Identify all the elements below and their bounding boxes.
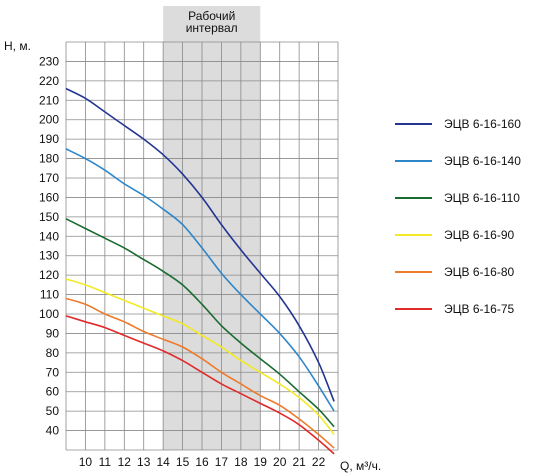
- y-tick-label: 100: [39, 307, 59, 321]
- legend-entry-label: ЭЦВ 6-16-90: [444, 228, 515, 242]
- y-tick-label: 90: [46, 326, 60, 340]
- x-tick-label: 10: [79, 455, 93, 469]
- y-tick-label: 230: [39, 54, 59, 68]
- x-tick-label: 12: [118, 455, 132, 469]
- x-tick-label: 16: [195, 455, 209, 469]
- legend-entry-label: ЭЦВ 6-16-110: [444, 191, 520, 205]
- series-line: [65, 315, 335, 455]
- legend-entry-label: ЭЦВ 6-16-75: [444, 302, 515, 316]
- y-tick-label: 50: [46, 404, 60, 418]
- legend: ЭЦВ 6-16-160 ЭЦВ 6-16-140 ЭЦВ 6-16-110 ЭЦВ …: [395, 117, 521, 316]
- working-interval-label-line: интервал: [186, 21, 238, 35]
- y-tick-label: 150: [39, 210, 59, 224]
- y-tick-label: 140: [39, 229, 59, 243]
- y-tick-label: 40: [46, 424, 60, 438]
- y-tick-label: 70: [46, 365, 60, 379]
- y-tick-label: 220: [39, 74, 59, 88]
- series-line: [65, 278, 335, 435]
- x-axis-label: Q, м³/ч.: [340, 459, 381, 473]
- legend-entry-label: ЭЦВ 6-16-140: [444, 154, 521, 168]
- series-line: [65, 87, 335, 402]
- axis-labels: Н, м. Q, м³/ч.: [4, 39, 381, 473]
- tick-labels: 40 50 60 70 80 90 100 110 120 130 140 150 160 170 180 1…: [39, 54, 326, 469]
- y-tick-label: 60: [46, 385, 60, 399]
- x-tick-label: 22: [312, 455, 326, 469]
- x-tick-label: 14: [156, 455, 170, 469]
- x-tick-label: 20: [273, 455, 287, 469]
- x-tick-label: 18: [234, 455, 248, 469]
- y-axis-label: Н, м.: [4, 39, 31, 53]
- legend-entry-label: ЭЦВ 6-16-160: [444, 117, 521, 131]
- y-tick-label: 210: [39, 93, 59, 107]
- x-tick-label: 19: [254, 455, 268, 469]
- grid: [65, 41, 339, 451]
- y-tick-label: 190: [39, 132, 59, 146]
- y-tick-label: 170: [39, 171, 59, 185]
- series-line: [65, 218, 335, 428]
- y-tick-label: 200: [39, 113, 59, 127]
- y-tick-label: 160: [39, 190, 59, 204]
- y-tick-label: 80: [46, 346, 60, 360]
- x-tick-label: 15: [176, 455, 190, 469]
- x-tick-label: 13: [137, 455, 151, 469]
- x-tick-label: 17: [215, 455, 229, 469]
- series-lines: [65, 87, 335, 455]
- working-interval-label-line: Рабочий: [188, 9, 235, 23]
- working-interval-rect: [163, 6, 261, 450]
- series-line: [65, 297, 335, 449]
- x-tick-label: 21: [292, 455, 306, 469]
- legend-entry-label: ЭЦВ 6-16-80: [444, 265, 515, 279]
- y-tick-label: 110: [40, 288, 59, 302]
- y-tick-label: 180: [39, 152, 59, 166]
- y-tick-label: 120: [39, 268, 59, 282]
- x-tick-label: 11: [99, 455, 112, 469]
- series-line: [65, 148, 335, 412]
- y-tick-label: 130: [39, 249, 59, 263]
